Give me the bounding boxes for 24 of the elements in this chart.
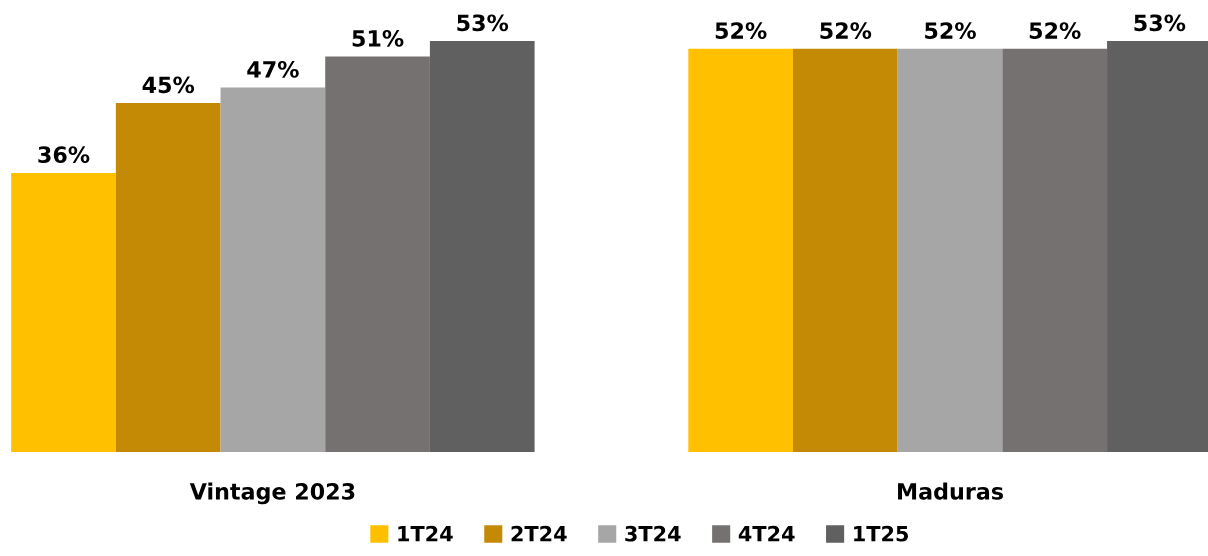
data-label: 53% (1134, 14, 1186, 32)
data-label: 45% (142, 76, 195, 94)
x-tick-label: Maduras (898, 482, 1003, 500)
legend-label: 1T24 (398, 525, 453, 542)
bar (897, 48, 1003, 453)
data-label: 36% (38, 146, 90, 164)
data-label: 52% (715, 22, 767, 39)
x-tick-label: Vintage 2023 (189, 482, 355, 505)
data-label: 52% (925, 22, 976, 39)
bar (220, 87, 326, 453)
bar (688, 48, 793, 453)
bar (115, 103, 221, 453)
legend-label: 2T24 (511, 525, 567, 542)
data-label: 52% (820, 22, 872, 39)
legend-label: 3T24 (625, 525, 681, 542)
legend-label: 1T25 (854, 525, 909, 542)
data-label: 53% (457, 14, 509, 32)
data-label: 47% (247, 60, 299, 78)
data-label: 52% (1029, 22, 1081, 39)
bar (325, 56, 430, 453)
bar (11, 172, 116, 453)
data-label: 51% (352, 29, 404, 47)
bar (792, 48, 898, 453)
legend-label: 4T24 (738, 525, 795, 542)
